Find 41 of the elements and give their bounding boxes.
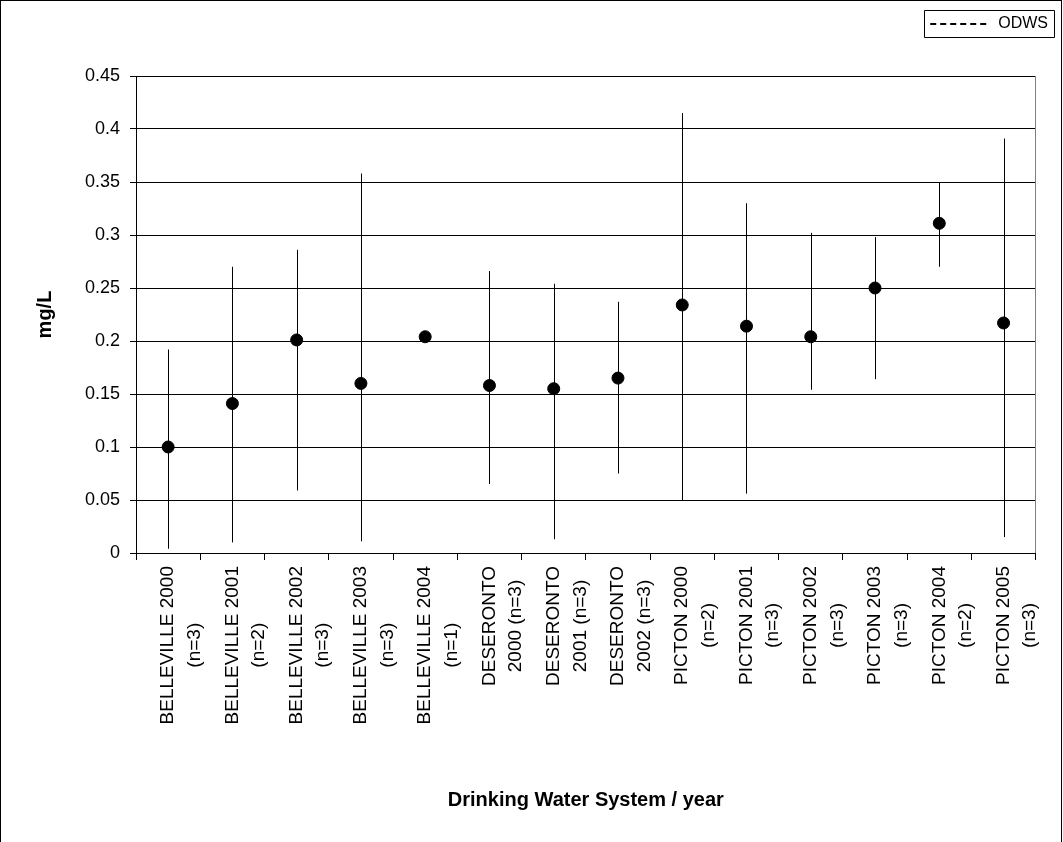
y-tick-label: 0.4 [94, 117, 120, 138]
point [290, 333, 304, 347]
point [354, 376, 368, 390]
x-tick-label: DESERONTO 2000 (n=3) [477, 565, 526, 687]
x-tick-label: PICTON 2002 (n=3) [799, 566, 847, 685]
x-tick-label: PICTON 2001 (n=3) [734, 566, 783, 685]
point [932, 216, 946, 230]
y-tick-label: 0.2 [94, 329, 120, 350]
point [675, 298, 689, 312]
x-tick-label: BELLEVILLE 2004 (n=1) [413, 565, 462, 725]
point [868, 281, 882, 295]
y-tick-label: 0 [109, 541, 120, 562]
point [740, 319, 753, 333]
x-tick-label: PICTON 2005 (n=3) [991, 566, 1040, 685]
legend-label: ODWS [998, 14, 1049, 32]
point [225, 397, 239, 411]
y-axis-title: mg/L [32, 290, 55, 339]
point [418, 330, 432, 344]
y-tick-label: 0.45 [84, 64, 120, 85]
point [611, 371, 625, 385]
x-tick-label: PICTON 2000 (n=2) [670, 566, 719, 685]
x-tick-label: PICTON 2004 (n=2) [927, 565, 976, 685]
x-tick-label: BELLEVILLE 2002 (n=3) [284, 565, 333, 725]
y-tick-label: 0.35 [84, 170, 120, 191]
x-tick-label: BELLEVILLE 2000 (n=3) [156, 565, 204, 725]
x-tick-label: BELLEVILLE 2003 (n=3) [349, 565, 397, 725]
y-tick-label: 0.05 [84, 488, 120, 509]
point [547, 382, 561, 396]
x-tick-label: BELLEVILLE 2001 (n=2) [220, 565, 269, 725]
y-tick-label: 0.25 [84, 276, 120, 297]
x-tick-label: PICTON 2003 (n=3) [863, 566, 911, 685]
x-tick-label: DESERONTO 2001 (n=3) [541, 565, 590, 687]
point [804, 330, 818, 344]
x-axis-title: Drinking Water System / year [447, 787, 725, 810]
point [482, 379, 496, 393]
x-tick-label: DESERONTO 2002 (n=3) [606, 565, 654, 687]
y-tick-label: 0.1 [94, 435, 120, 456]
point [997, 316, 1011, 330]
y-tick-label: 0.3 [94, 223, 120, 244]
point [161, 440, 175, 454]
y-tick-label: 0.15 [84, 382, 120, 403]
